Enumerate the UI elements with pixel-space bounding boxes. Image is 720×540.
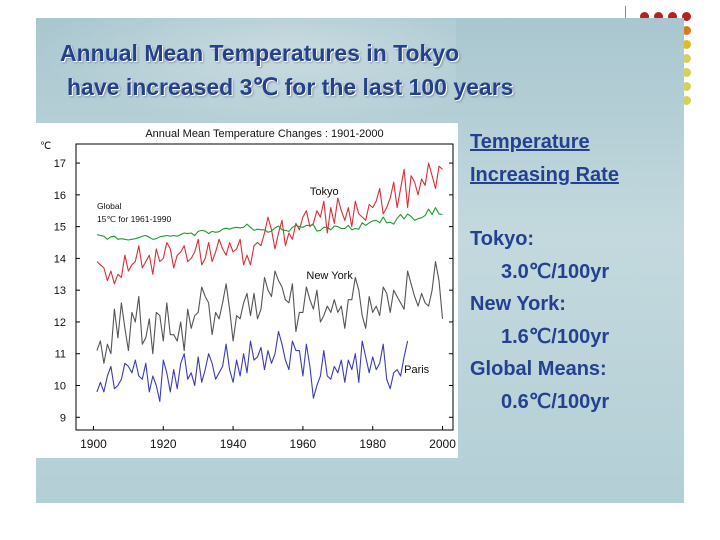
y-tick-label: 16 xyxy=(54,190,66,202)
series-line-global xyxy=(96,207,443,241)
y-tick-label: 12 xyxy=(54,317,66,329)
decorative-dot xyxy=(682,68,691,77)
y-tick-label: 10 xyxy=(54,381,66,393)
plot-frame xyxy=(75,143,454,431)
temperature-chart: Annual Mean Temperature Changes : 1901-2… xyxy=(40,128,456,451)
y-tick-label: 13 xyxy=(54,285,66,297)
series-line-tokyo xyxy=(96,162,443,285)
rate-value-new-york: 1.6℃/100yr xyxy=(501,325,610,348)
rate-panel: Temperature Increasing Rate Tokyo: 3.0℃/… xyxy=(470,126,680,418)
corner-line xyxy=(625,6,626,20)
rate-value-global: 0.6℃/100yr xyxy=(501,390,610,413)
rate-heading-line2: Increasing Rate xyxy=(470,163,619,186)
decorative-dot xyxy=(654,12,663,21)
x-tick-label: 1940 xyxy=(220,437,247,451)
series-line-new-york xyxy=(96,261,444,364)
rate-label-global: Global Means: xyxy=(470,358,607,380)
y-tick-label: 14 xyxy=(54,253,66,265)
annotation-1: 15℃ for 1961-1990 xyxy=(97,214,172,224)
decorative-dot xyxy=(640,12,649,21)
x-tick-label: 2000 xyxy=(429,437,456,451)
y-tick-label: 11 xyxy=(55,349,66,361)
rate-label-new-york: New York: xyxy=(470,293,566,315)
slide-title-line1: Annual Mean Temperatures in Tokyo xyxy=(60,40,460,66)
chart-container: Annual Mean Temperature Changes : 1901-2… xyxy=(36,123,458,458)
x-tick-label: 1960 xyxy=(290,437,317,451)
y-tick-label: 17 xyxy=(54,158,66,170)
slide-title-line2: have increased 3℃ for the last 100 years xyxy=(67,74,514,100)
rate-heading-line1: Temperature xyxy=(470,131,590,153)
y-tick-label: 15 xyxy=(54,222,66,234)
rate-value-tokyo: 3.0℃/100yr xyxy=(501,260,610,283)
slide-panel: Annual Mean Temperatures in Tokyo have i… xyxy=(36,18,684,503)
decorative-dot xyxy=(682,96,691,105)
decorative-dot xyxy=(668,12,677,21)
series-line-paris xyxy=(96,330,409,402)
x-tick-label: 1900 xyxy=(80,437,107,451)
decorative-dot xyxy=(682,82,691,91)
series-label-paris: Paris xyxy=(404,364,430,376)
decorative-dot xyxy=(682,26,691,35)
decorative-dot xyxy=(682,12,691,21)
y-tick-label: 9 xyxy=(60,412,66,424)
slide-title: Annual Mean Temperatures in Tokyo have i… xyxy=(60,36,513,104)
x-tick-label: 1920 xyxy=(150,437,177,451)
rate-label-tokyo: Tokyo: xyxy=(470,228,535,250)
series-label-tokyo: Tokyo xyxy=(310,186,339,198)
y-axis-unit: ℃ xyxy=(40,141,51,152)
decorative-dot xyxy=(682,40,691,49)
chart-title: Annual Mean Temperature Changes : 1901-2… xyxy=(145,128,383,140)
series-label-new-york: New York xyxy=(306,270,353,282)
annotation-0: Global xyxy=(97,201,122,211)
x-tick-label: 1980 xyxy=(359,437,386,451)
decorative-dot xyxy=(682,54,691,63)
